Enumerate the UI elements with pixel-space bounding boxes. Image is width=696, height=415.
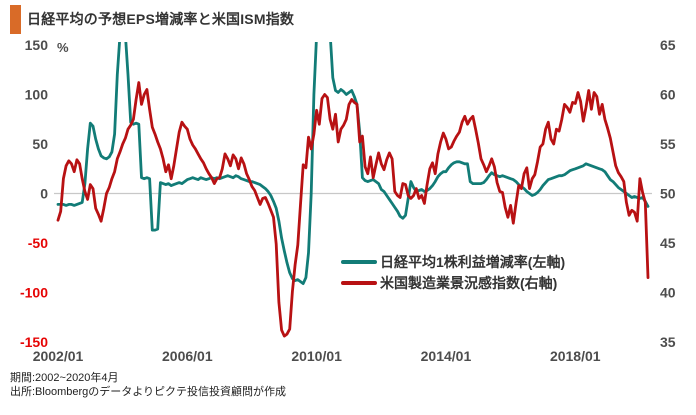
ism-series-swatch [341, 280, 377, 285]
legend-item-ism: 米国製造業景況感指数(右軸) [341, 272, 565, 293]
left-axis-unit-label: % [57, 40, 69, 55]
x-axis-tick: 2018/01 [550, 348, 601, 364]
left-axis-tick: 50 [32, 136, 48, 152]
right-axis-tick: 55 [660, 136, 676, 152]
chart-legend: 日経平均1株利益増減率(左軸) 米国製造業景況感指数(右軸) [341, 251, 565, 293]
left-axis-tick: -50 [28, 235, 48, 251]
right-axis-tick: 40 [660, 285, 676, 301]
left-axis-tick: -100 [20, 285, 48, 301]
x-axis-tick: 2010/01 [291, 348, 342, 364]
right-axis-tick: 65 [660, 37, 676, 53]
title-accent-bar [10, 5, 21, 34]
left-axis-tick: 0 [40, 186, 48, 202]
right-axis-tick: 50 [660, 186, 676, 202]
eps-series-line [56, 42, 650, 285]
eps-series-label: 日経平均1株利益増減率(左軸) [380, 253, 566, 270]
footnote-period: 期間:2002~2020年4月 [10, 372, 119, 384]
x-axis-tick: 2002/01 [33, 348, 84, 364]
legend-item-eps: 日経平均1株利益増減率(左軸) [341, 251, 565, 272]
ism-series-label: 米国製造業景況感指数(右軸) [380, 274, 558, 291]
right-axis-tick: 60 [660, 87, 676, 103]
footnote-source: 出所:Bloombergのデータよりピクテ投信投資顧問が作成 [10, 386, 287, 398]
ism-series-line [56, 81, 650, 338]
left-axis-tick: 100 [25, 87, 49, 103]
right-axis-tick: 35 [660, 334, 676, 350]
eps-series-swatch [341, 259, 377, 264]
left-axis-tick: 150 [25, 37, 49, 53]
right-axis-tick: 45 [660, 235, 676, 251]
footnotes: 期間:2002~2020年4月 出所:Bloombergのデータよりピクテ投信投… [10, 371, 286, 399]
x-axis-tick: 2014/01 [421, 348, 472, 364]
x-axis-tick: 2006/01 [162, 348, 213, 364]
left-axis-tick: -150 [20, 334, 48, 350]
chart-title: 日経平均の予想EPS増減率と米国ISM指数 [27, 11, 295, 27]
